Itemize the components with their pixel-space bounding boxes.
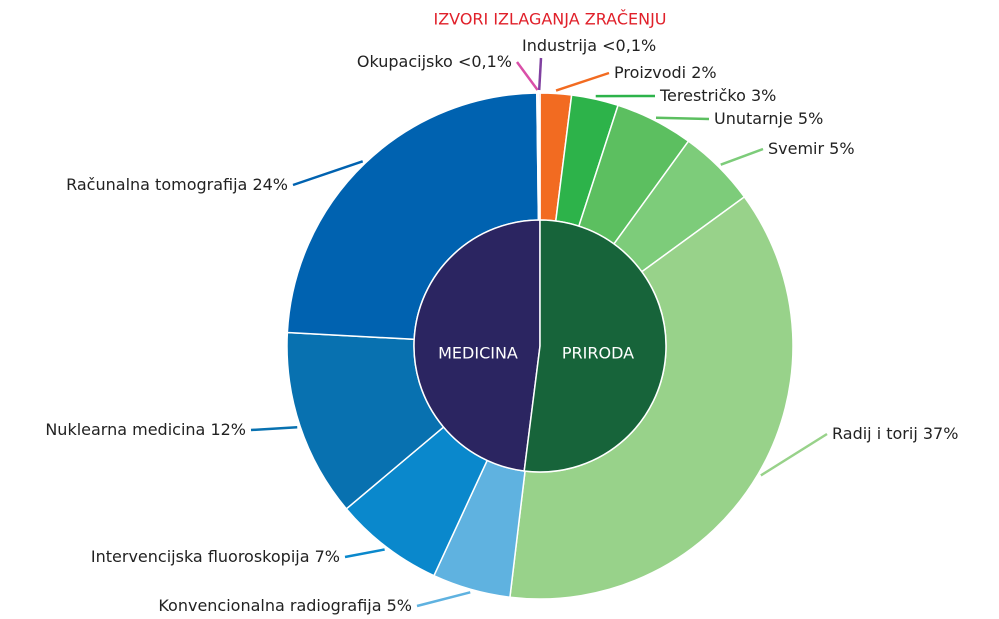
slice-name: Intervencijska fluoroskopija bbox=[91, 547, 310, 566]
slice-name: Nuklearna medicina bbox=[45, 420, 205, 439]
slice-label: Unutarnje 5% bbox=[714, 109, 823, 128]
slice-value: 7% bbox=[315, 547, 340, 566]
slice-name: Radij i torij bbox=[832, 424, 918, 443]
outer-slice bbox=[537, 92, 541, 221]
leader-line bbox=[344, 548, 385, 559]
leader-line bbox=[515, 61, 539, 91]
slice-label: Industrija <0,1% bbox=[522, 36, 656, 55]
slice-value: 5% bbox=[798, 109, 823, 128]
inner-label: MEDICINA bbox=[438, 344, 518, 363]
chart-title: IZVORI IZLAGANJA ZRAČENJU bbox=[433, 10, 666, 29]
slice-label: Svemir 5% bbox=[768, 139, 855, 158]
slice-label: Okupacijsko <0,1% bbox=[357, 52, 512, 71]
slice-value: <0,1% bbox=[458, 52, 512, 71]
leader-line bbox=[720, 147, 764, 166]
slice-label: Nuklearna medicina 12% bbox=[45, 420, 246, 439]
slice-value: 2% bbox=[691, 63, 716, 82]
slice-value: 3% bbox=[751, 86, 776, 105]
leader-line bbox=[537, 57, 543, 91]
leader-line bbox=[250, 425, 298, 432]
leader-line bbox=[655, 116, 710, 121]
slice-label: Proizvodi 2% bbox=[614, 63, 717, 82]
slice-label: Radij i torij 37% bbox=[832, 424, 958, 443]
slice-name: Proizvodi bbox=[614, 63, 686, 82]
slice-name: Računalna tomografija bbox=[66, 175, 247, 194]
slice-value: 12% bbox=[210, 420, 246, 439]
slice-name: Unutarnje bbox=[714, 109, 793, 128]
slice-label: Intervencijska fluoroskopija 7% bbox=[91, 547, 340, 566]
slice-name: Okupacijsko bbox=[357, 52, 453, 71]
slice-value: 5% bbox=[387, 596, 412, 615]
leader-line bbox=[555, 71, 610, 92]
leader-line bbox=[292, 160, 364, 187]
slice-value: 24% bbox=[252, 175, 288, 194]
inner-slice bbox=[413, 219, 541, 472]
inner-label: PRIRODA bbox=[562, 344, 634, 363]
slice-name: Industrija bbox=[522, 36, 597, 55]
slice-value: 5% bbox=[829, 139, 854, 158]
slice-name: Svemir bbox=[768, 139, 825, 158]
slice-label: Terestričko 3% bbox=[659, 86, 776, 105]
inner-slice bbox=[523, 219, 667, 473]
slice-label: Računalna tomografija 24% bbox=[66, 175, 288, 194]
slice-value: <0,1% bbox=[602, 36, 656, 55]
slice-label: Konvencionalna radiografija 5% bbox=[158, 596, 412, 615]
leader-line bbox=[416, 591, 471, 608]
slice-value: 37% bbox=[923, 424, 959, 443]
leader-line bbox=[760, 432, 828, 477]
slice-name: Terestričko bbox=[659, 86, 746, 105]
slice-name: Konvencionalna radiografija bbox=[158, 596, 381, 615]
